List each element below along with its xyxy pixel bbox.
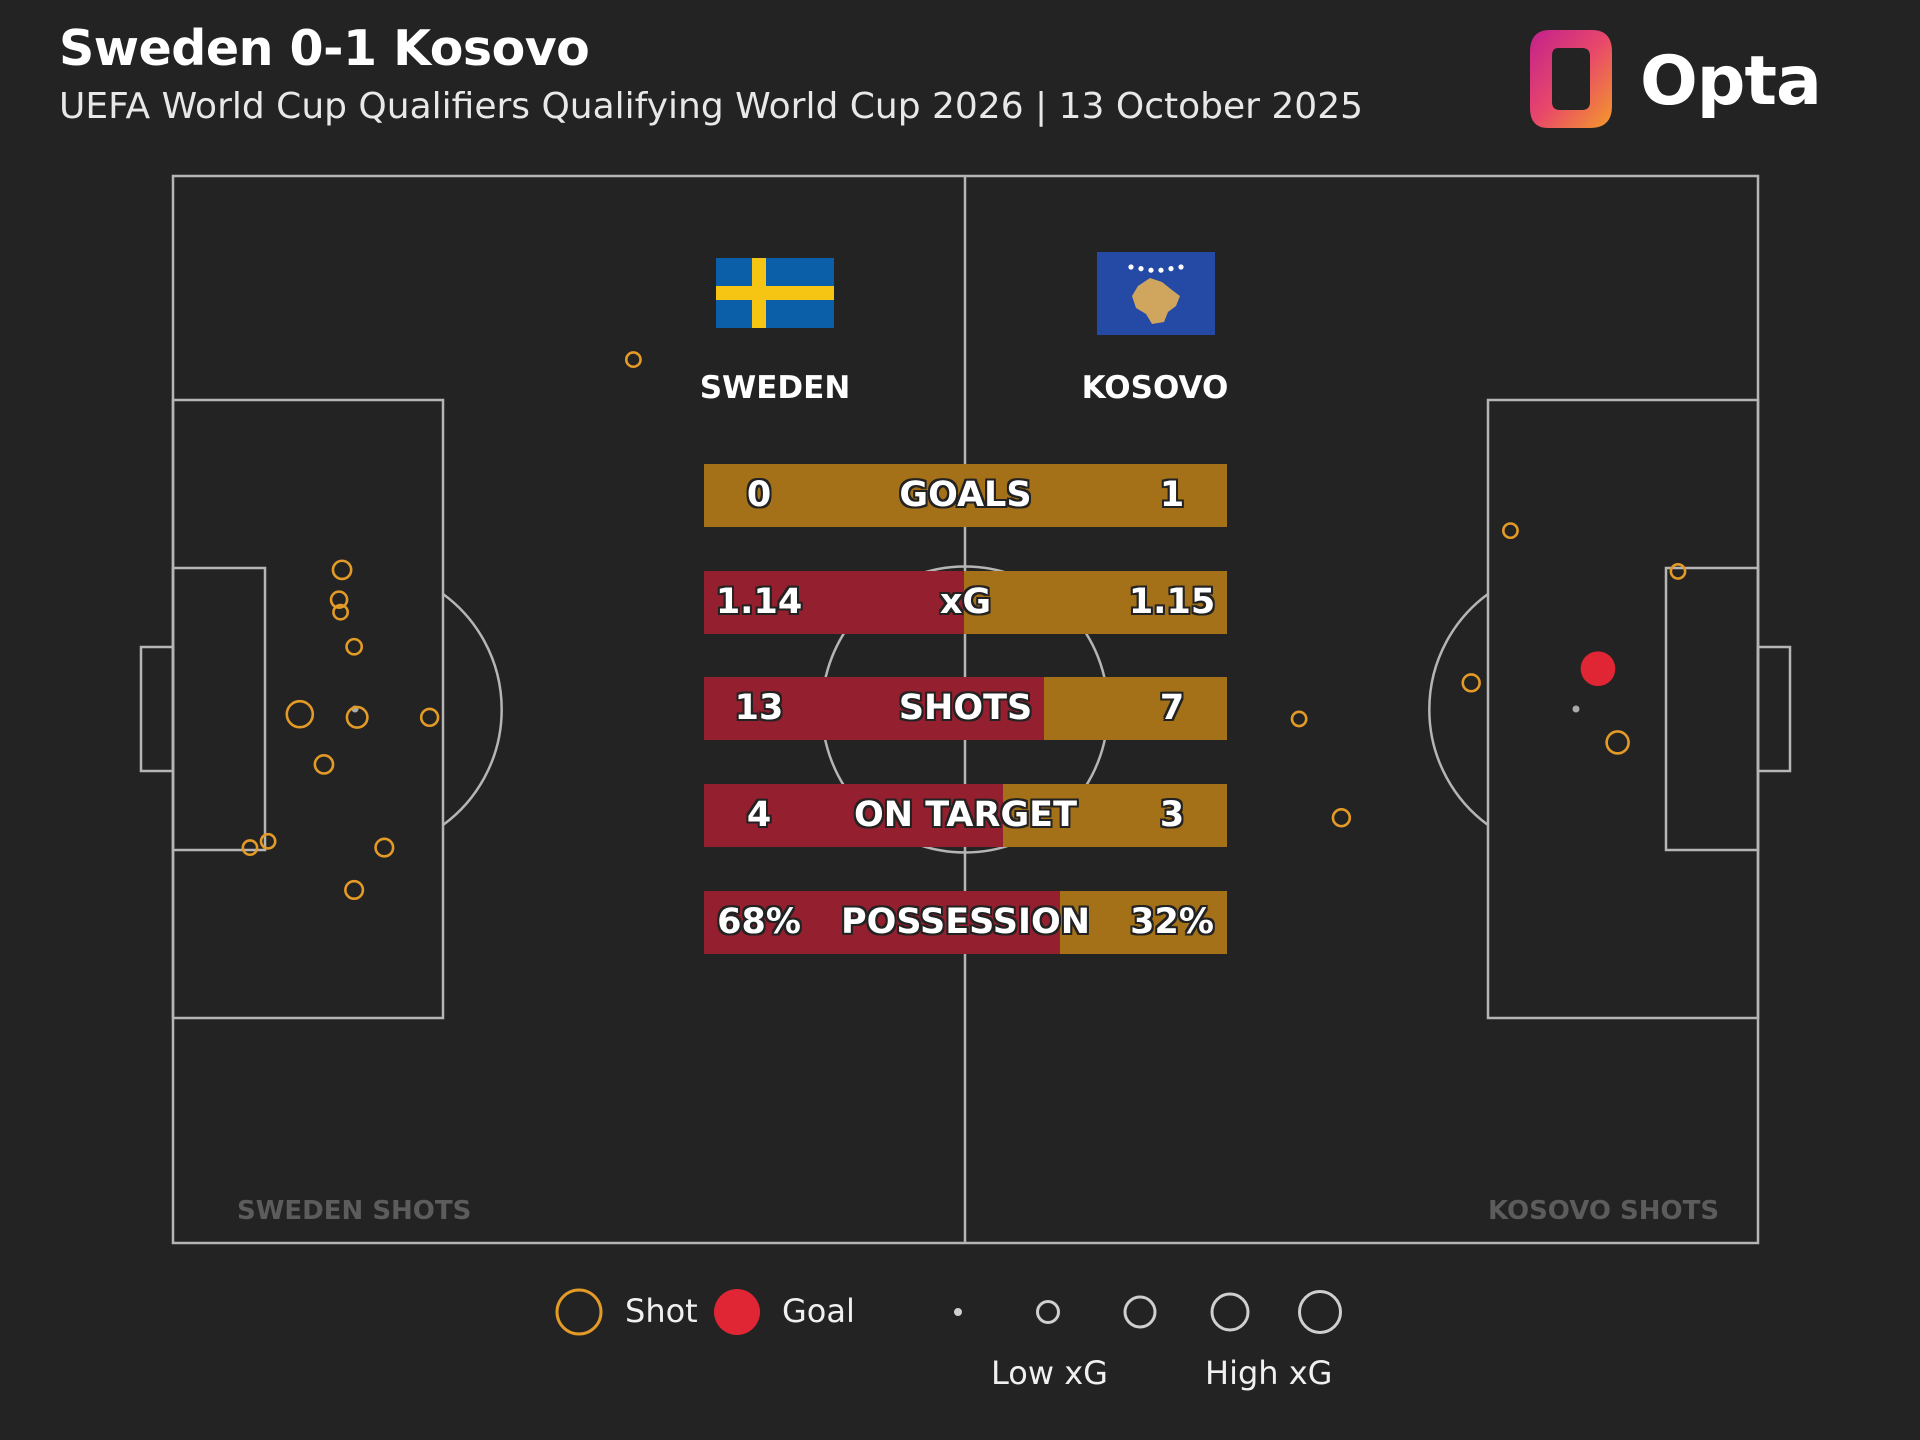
stat-row-2: 13 SHOTS 7 xyxy=(704,677,1227,740)
stat-label: xG xyxy=(939,582,992,622)
right-six-yard-box xyxy=(1664,566,1760,852)
stat-home-bar xyxy=(704,891,1060,954)
right-penalty-spot xyxy=(1572,705,1580,713)
home-team-name: SWEDEN xyxy=(699,370,851,406)
sweden-flag-cross-h xyxy=(716,286,834,300)
stat-row-4: 68% POSSESSION 32% xyxy=(704,891,1227,954)
away-shot-marker xyxy=(1331,808,1352,828)
kosovo-flag-star xyxy=(1178,264,1184,270)
opta-logo-mark xyxy=(1530,30,1612,128)
legend-low-xg-label: Low xG xyxy=(991,1354,1108,1392)
stat-away-value: 3 xyxy=(1159,795,1185,835)
away-shots-label: KOSOVO SHOTS xyxy=(1488,1196,1720,1226)
right-goal xyxy=(1756,645,1792,773)
away-shot-marker xyxy=(1669,562,1687,580)
away-shot-marker xyxy=(1605,730,1630,755)
stat-away-value: 7 xyxy=(1159,688,1185,728)
away-team-name: KOSOVO xyxy=(1081,370,1229,406)
stat-away-value: 1.15 xyxy=(1128,582,1216,622)
stat-home-value: 4 xyxy=(746,795,772,835)
legend-xg-size-marker xyxy=(1210,1292,1250,1332)
legend-goal-marker xyxy=(714,1289,760,1335)
stat-away-value: 1 xyxy=(1159,475,1185,515)
kosovo-flag-star xyxy=(1158,267,1164,273)
legend-xg-size-marker xyxy=(1298,1290,1342,1334)
stat-row-0: 0 GOALS 1 xyxy=(704,464,1227,527)
stat-away-value: 32% xyxy=(1130,902,1214,942)
stat-label: SHOTS xyxy=(898,688,1033,728)
home-shot-marker xyxy=(332,603,349,621)
kosovo-flag-star xyxy=(1138,266,1144,272)
stat-home-bar xyxy=(704,784,1003,847)
left-penalty-arc xyxy=(442,592,503,827)
stat-home-bar xyxy=(704,571,965,634)
left-penalty-area xyxy=(171,398,445,1020)
legend-shot-marker xyxy=(555,1288,603,1336)
kosovo-flag-star xyxy=(1128,264,1134,270)
home-shot-marker xyxy=(313,754,335,775)
opta-wordmark: Opta xyxy=(1640,42,1822,121)
stat-label: GOALS xyxy=(899,475,1032,515)
left-goal xyxy=(139,645,175,773)
home-shot-marker xyxy=(624,351,642,369)
home-shot-marker xyxy=(344,879,365,901)
stat-row-1: 1.14 xG 1.15 xyxy=(704,571,1227,634)
legend-xg-size-marker xyxy=(1123,1295,1157,1329)
stat-home-value: 1.14 xyxy=(715,582,803,622)
home-shot-marker xyxy=(329,590,349,609)
stat-home-value: 0 xyxy=(746,475,772,515)
legend-xg-size-marker xyxy=(1036,1300,1060,1324)
home-shot-marker xyxy=(345,637,364,656)
away-shot-marker xyxy=(1580,651,1616,687)
chart-subtitle: UEFA World Cup Qualifiers Qualifying Wor… xyxy=(59,86,1364,127)
stat-home-value: 13 xyxy=(734,688,784,728)
home-shot-marker xyxy=(241,839,259,857)
home-shots-label: SWEDEN SHOTS xyxy=(237,1196,472,1226)
legend-high-xg-label: High xG xyxy=(1205,1354,1333,1392)
home-shot-marker xyxy=(345,705,369,729)
kosovo-flag-star xyxy=(1148,267,1154,273)
legend-shot-label: Shot xyxy=(625,1292,698,1330)
legend-goal-label: Goal xyxy=(782,1292,855,1330)
stat-row-3: 4 ON TARGET 3 xyxy=(704,784,1227,847)
left-six-yard-box xyxy=(171,566,267,852)
home-shot-marker xyxy=(285,699,315,729)
right-penalty-area xyxy=(1486,398,1760,1020)
away-shot-marker xyxy=(1461,673,1481,693)
legend-xg-size-marker xyxy=(954,1308,962,1316)
home-shot-marker xyxy=(419,707,440,728)
stat-label: ON TARGET xyxy=(854,795,1077,835)
home-shot-marker xyxy=(331,559,353,581)
home-shot-marker xyxy=(374,837,395,858)
stat-home-value: 68% xyxy=(717,902,801,942)
home-shot-marker xyxy=(259,832,277,850)
stat-home-bar xyxy=(704,677,1044,740)
chart-title: Sweden 0-1 Kosovo xyxy=(59,20,590,77)
away-shot-marker xyxy=(1502,522,1519,540)
away-shot-marker xyxy=(1290,710,1308,728)
opta-logo: Opta xyxy=(1530,28,1860,130)
kosovo-flag-star xyxy=(1168,266,1174,272)
stat-label: POSSESSION xyxy=(840,902,1091,942)
right-penalty-arc xyxy=(1428,592,1489,827)
kosovo-flag-map xyxy=(1132,278,1180,324)
